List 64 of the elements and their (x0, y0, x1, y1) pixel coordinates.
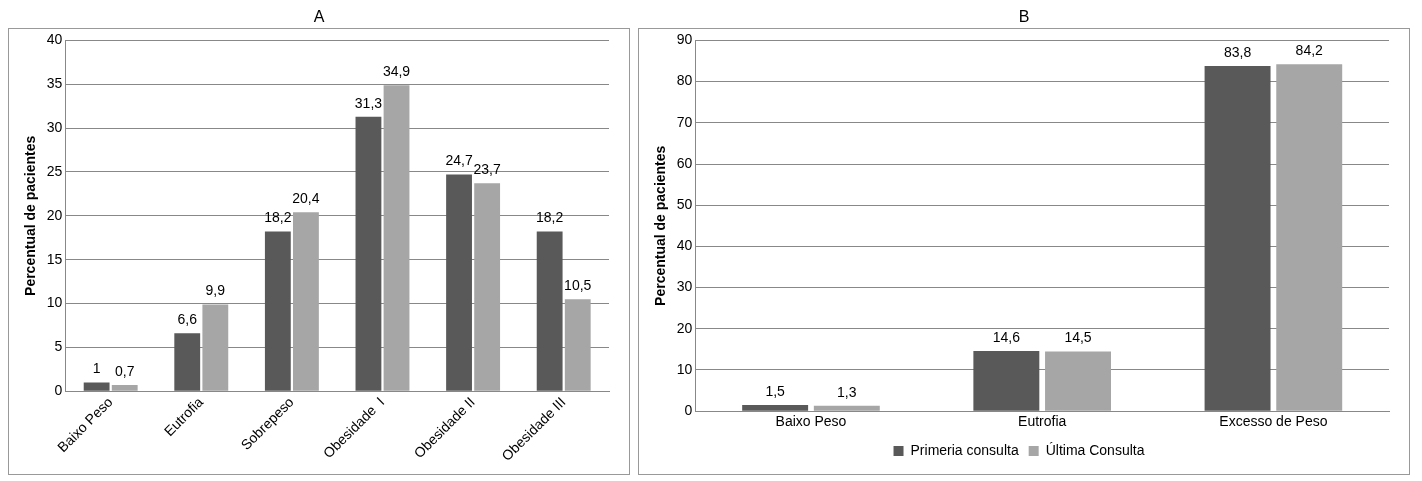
x-tick-label: Baixo Peso (775, 413, 847, 430)
y-tick-label: 40 (46, 31, 63, 48)
bar (264, 231, 291, 391)
chart-title: B (1017, 8, 1031, 27)
data-label: 23,7 (473, 161, 501, 178)
data-label: 1,5 (765, 382, 786, 399)
data-label: 14,6 (992, 328, 1021, 345)
y-tick-label: 90 (676, 31, 693, 48)
y-tick-label: 50 (676, 196, 693, 213)
x-tick-label: Excesso de Peso (1219, 413, 1328, 430)
y-tick-label: 30 (676, 278, 693, 295)
data-label: 6,6 (177, 311, 198, 328)
y-tick-label: 10 (676, 360, 693, 377)
y-tick-label: 30 (46, 118, 63, 135)
bar (813, 405, 880, 411)
bar (1045, 351, 1111, 411)
data-label: 20,4 (292, 190, 320, 207)
bar (111, 385, 138, 391)
data-label: 31,3 (354, 94, 383, 111)
bar (355, 116, 382, 391)
y-tick-label: 35 (46, 75, 63, 92)
bar (446, 174, 472, 391)
bar (83, 382, 110, 391)
bar (474, 183, 501, 391)
y-axis-title: Percentual de pacientes (652, 145, 669, 306)
y-tick-label: 60 (676, 154, 693, 171)
bar (742, 405, 809, 411)
data-label: 83,8 (1223, 43, 1252, 60)
y-tick-label: 20 (46, 206, 63, 223)
data-label: 1,3 (837, 383, 857, 400)
chart-title: A (312, 8, 326, 27)
y-tick-label: 40 (676, 237, 693, 254)
bar (383, 85, 410, 391)
data-label: 34,9 (382, 62, 411, 79)
bar (174, 333, 201, 391)
y-tick-label: 15 (46, 250, 63, 267)
bar (536, 231, 563, 391)
legend-label: Última Consulta (1045, 441, 1145, 458)
bar (202, 304, 229, 391)
legend-label: Primeria consulta (910, 441, 1019, 458)
x-tick-label: Eutrofia (1018, 413, 1067, 430)
bar (293, 212, 319, 391)
bar (1276, 64, 1343, 411)
data-label: 18,2 (264, 209, 292, 226)
data-label: 9,9 (205, 282, 226, 299)
bar (1204, 65, 1271, 411)
bar (564, 299, 591, 391)
data-label: 84,2 (1295, 42, 1324, 59)
y-tick-label: 10 (46, 294, 63, 311)
y-tick-label: 5 (54, 338, 63, 355)
data-label: 1 (92, 360, 101, 377)
y-axis-title: Percentual de pacientes (22, 135, 39, 296)
y-tick-label: 20 (676, 319, 693, 336)
data-label: 10,5 (564, 277, 592, 293)
data-label: 14,5 (1064, 329, 1092, 346)
y-tick-label: 0 (54, 382, 63, 399)
data-label: 24,7 (445, 152, 473, 169)
y-tick-label: 80 (676, 72, 693, 89)
bar (973, 351, 1040, 411)
y-tick-label: 70 (676, 113, 693, 130)
data-label: 0,7 (114, 362, 135, 379)
y-tick-label: 25 (46, 162, 63, 179)
data-label: 18,2 (536, 209, 564, 226)
y-tick-label: 0 (684, 402, 693, 419)
